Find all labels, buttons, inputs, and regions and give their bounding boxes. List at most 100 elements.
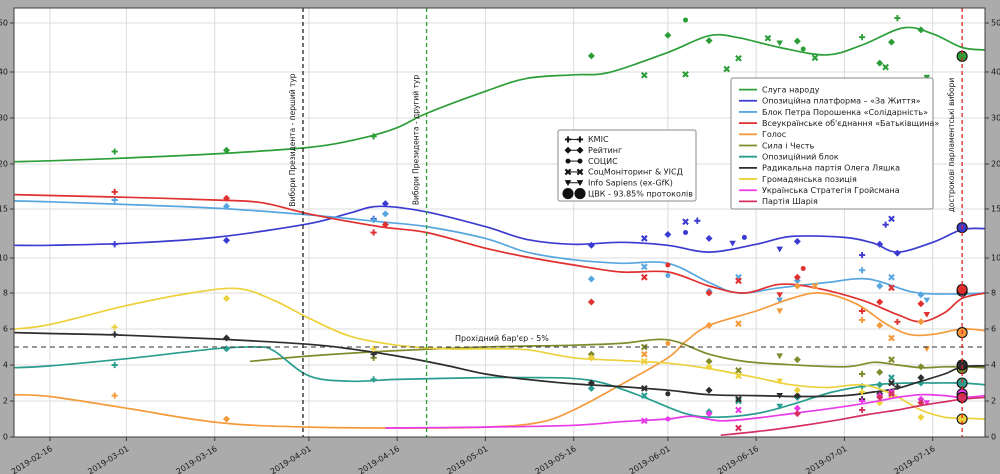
legend-label-9: Українська Стратегія Гройсмана [762, 186, 900, 195]
pollster-legend-label-5: ЦВК - 93.85% протоколів [588, 189, 693, 198]
poll-marker-xstar [888, 334, 895, 342]
poll-marker-plus [111, 196, 118, 204]
poll-marker-diamond [793, 273, 801, 281]
x-tick-label: 2019-04-16 [357, 444, 401, 474]
poll-marker-plus [858, 397, 866, 405]
y-tick-left: 50 [0, 19, 8, 28]
poll-marker-diamond [876, 59, 884, 67]
poll-marker-tridown [923, 297, 931, 304]
pollster-legend-label-4: Info Sapiens (ex-GfK) [588, 179, 673, 188]
y-tick-left: 10 [0, 254, 8, 263]
poll-marker-circle [800, 46, 806, 52]
poll-marker-diamond [587, 241, 595, 249]
poll-marker-diamond [222, 146, 230, 154]
legend-label-3: Всеукраїнське об'єднання «Батьківщина» [762, 119, 939, 128]
trend-line-6 [14, 346, 985, 419]
poll-marker-xstar [735, 320, 742, 327]
poll-marker-diamond [705, 37, 713, 45]
poll-marker-diamond [917, 363, 925, 371]
poll-marker-xstar [882, 63, 889, 71]
poll-marker-diamond [381, 210, 389, 218]
y-tick-left: 0 [3, 433, 8, 442]
poll-marker-xstar [888, 379, 895, 387]
y-tick-left: 4 [3, 361, 8, 370]
poll-marker-xstar [735, 277, 742, 285]
poll-marker-tridown [923, 346, 931, 352]
poll-marker-tridown [576, 180, 584, 186]
poll-marker-plus [576, 136, 584, 143]
y-tick-right: 0 [991, 433, 996, 442]
poll-marker-diamond [917, 26, 925, 34]
trend-line-3 [14, 193, 985, 323]
poll-marker-tridown [776, 246, 783, 253]
poll-marker-circle [800, 266, 806, 271]
poll-marker-diamond [793, 237, 801, 245]
poll-marker-xstar [888, 388, 895, 396]
poll-marker-plus [111, 148, 118, 155]
series-9 [385, 388, 985, 429]
poll-marker-diamond [222, 202, 230, 210]
poll-marker-xstar [640, 385, 648, 392]
poll-marker-xstar [888, 390, 895, 398]
y-tick-right: 2 [991, 397, 996, 406]
poll-marker-tridown [564, 180, 572, 186]
y-tick-right: 10 [991, 254, 1000, 263]
poll-marker-plus [894, 383, 901, 390]
series-layer [14, 15, 985, 437]
trend-line-4 [14, 292, 985, 429]
poll-marker-circle [665, 273, 671, 278]
poll-marker-diamond [876, 368, 884, 376]
poll-marker-circle [665, 391, 671, 397]
poll-marker-circle [683, 230, 689, 236]
poll-marker-tridown [923, 312, 931, 318]
poll-marker-xstar [735, 406, 742, 414]
poll-marker-tridown [776, 292, 783, 298]
poll-marker-xstar [640, 417, 648, 425]
x-tick-label: 2019-05-01 [445, 444, 489, 474]
trend-line-0 [14, 26, 985, 163]
poll-marker-plus [370, 376, 377, 383]
poll-marker-diamond [576, 146, 584, 154]
y-tick-right: 30 [991, 114, 1000, 123]
y-tick-right: 8 [991, 289, 996, 298]
poll-marker-plus [111, 361, 118, 369]
y-tick-left: 40 [0, 68, 8, 77]
chart-root: Прохідний бар'єр - 5% Вибори Президента -… [0, 7, 1000, 474]
event-label-1: Вибори Президента - другий тур [412, 75, 421, 206]
poll-marker-plus [370, 351, 377, 358]
poll-marker-plus [370, 229, 377, 236]
poll-marker-circle [741, 234, 747, 240]
poll-marker-diamond [888, 38, 895, 46]
poll-marker-diamond [587, 298, 595, 306]
event-line-2: дострокові парламентські вибори [947, 8, 963, 437]
x-tick-label: 2019-03-01 [86, 444, 130, 474]
poll-marker-diamond [664, 230, 672, 238]
poll-marker-plus [858, 307, 866, 315]
poll-marker-plus [858, 267, 866, 274]
poll-marker-plus [858, 251, 866, 259]
poll-marker-diamond [793, 282, 801, 290]
poll-marker-xstar [640, 273, 648, 281]
poll-marker-plus [111, 331, 118, 338]
poll-marker-diamond [917, 374, 925, 382]
x-tick-label: 2019-07-01 [804, 444, 848, 474]
poll-marker-circle [665, 262, 671, 268]
pollster-legend-label-2: СОЦИС [588, 157, 618, 166]
x-tick-label: 2019-06-01 [628, 444, 672, 474]
poll-marker-xstar [564, 168, 572, 176]
poll-marker-plus [370, 345, 377, 352]
poll-marker-xstar [735, 395, 742, 403]
poll-marker-xstar [735, 397, 742, 405]
poll-marker-tridown [776, 403, 783, 410]
poll-marker-diamond [705, 410, 713, 418]
y-tick-left: 8 [3, 289, 8, 298]
poll-marker-circle [577, 158, 583, 164]
y-tick-left: 2 [3, 397, 8, 406]
poll-marker-plus [564, 136, 572, 143]
poll-marker-diamond [705, 234, 713, 242]
y-tick-right: 50 [991, 19, 1000, 28]
poll-marker-diamond [876, 393, 884, 401]
x-tick-label: 2019-02-16 [10, 444, 54, 474]
pollster-legend: КМІС Рейтинг СОЦИС СоцМоніторинг & УІСД Info… [557, 129, 697, 202]
poll-marker-diamond [705, 386, 713, 394]
